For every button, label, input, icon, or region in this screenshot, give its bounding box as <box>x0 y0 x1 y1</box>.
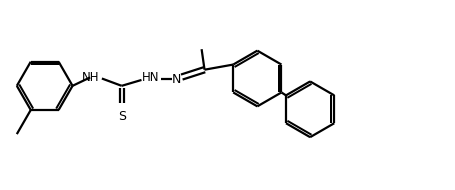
Text: S: S <box>117 110 126 123</box>
Text: NH: NH <box>82 70 99 84</box>
Text: HN: HN <box>142 70 159 84</box>
Text: N: N <box>172 73 181 86</box>
